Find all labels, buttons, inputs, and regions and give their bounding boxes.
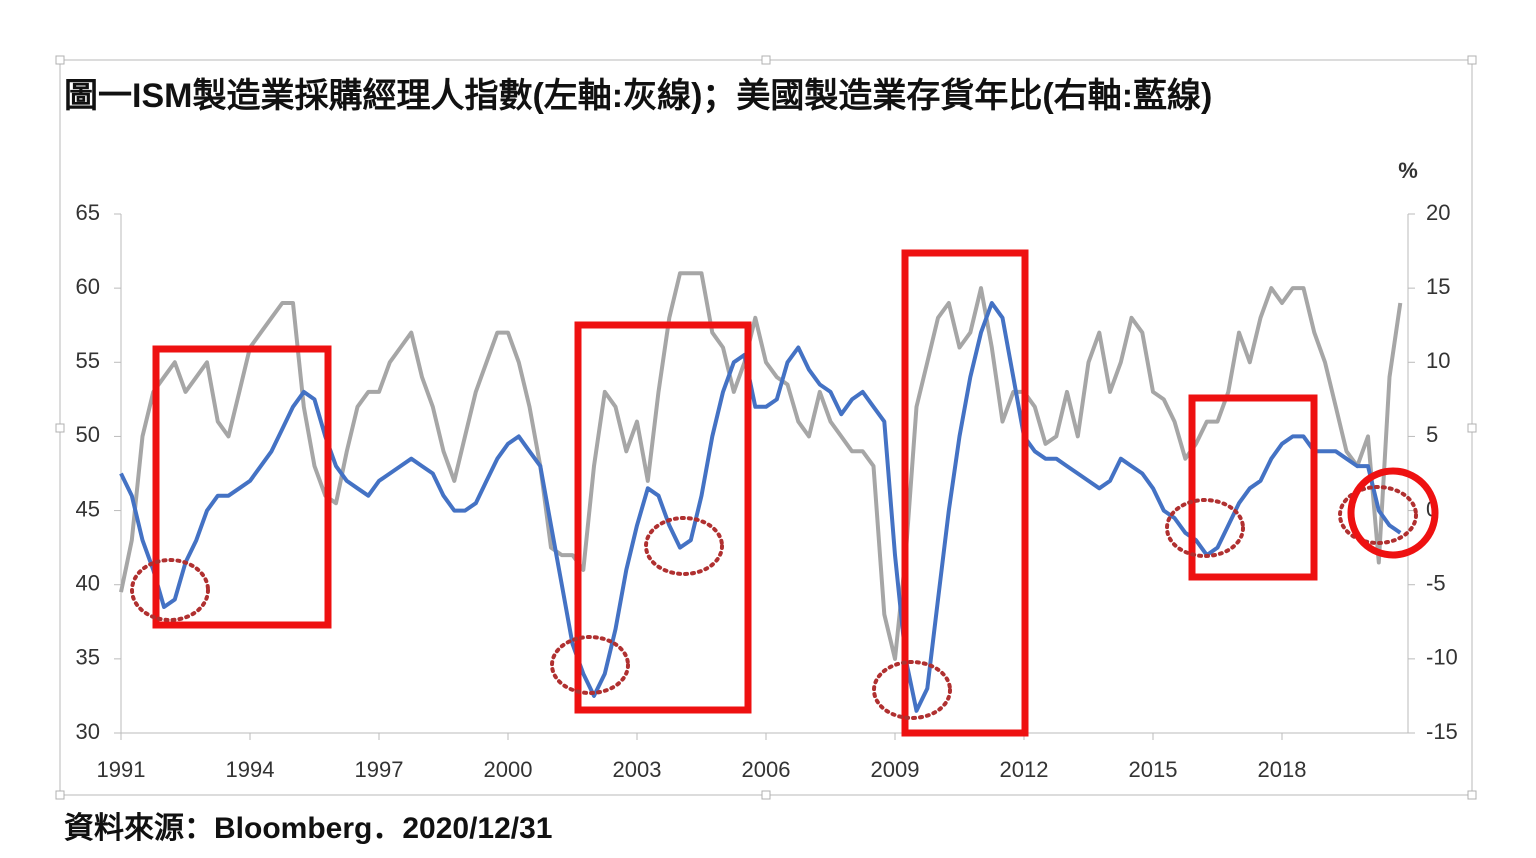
y2-tick-label: 5 <box>1426 422 1438 447</box>
x-tick-label: 2018 <box>1258 757 1307 782</box>
highlight-boxes <box>152 249 1318 737</box>
x-tick-label: 2000 <box>484 757 533 782</box>
y-tick-label: 50 <box>76 422 100 447</box>
y2-axis-label: % <box>1398 158 1418 183</box>
y2-tick-label: 20 <box>1426 200 1450 225</box>
series-line <box>119 301 1402 713</box>
x-tick-label: 2009 <box>871 757 920 782</box>
x-tick-label: 2006 <box>742 757 791 782</box>
y-tick-label: 60 <box>76 274 100 299</box>
x-tick-label: 1991 <box>97 757 146 782</box>
frame-handles <box>55 55 1477 800</box>
series-line <box>119 271 1403 661</box>
x-tick-label: 1994 <box>226 757 275 782</box>
current-marker <box>1347 467 1439 559</box>
y-tick-label: 35 <box>76 645 100 670</box>
y2-tick-label: -10 <box>1426 645 1458 670</box>
y-tick-label: 65 <box>76 200 100 225</box>
y-tick-label: 40 <box>76 571 100 596</box>
x-tick-label: 2003 <box>613 757 662 782</box>
x-tick-label: 2015 <box>1129 757 1178 782</box>
trough-markers <box>130 485 1418 720</box>
y2-tick-label: -5 <box>1426 571 1446 596</box>
x-tick-label: 1997 <box>355 757 404 782</box>
x-tick-label: 2012 <box>1000 757 1049 782</box>
chart-title: 圖一ISM製造業採購經理人指數(左軸:灰線)；美國製造業存貨年比(右軸:藍線) <box>64 77 1212 115</box>
source-note: 資料來源：Bloomberg．2020/12/31 <box>64 812 552 845</box>
y-tick-label: 55 <box>76 348 100 373</box>
y-tick-label: 30 <box>76 719 100 744</box>
y2-tick-label: 15 <box>1426 274 1450 299</box>
y2-tick-label: 10 <box>1426 348 1450 373</box>
y2-tick-label: -15 <box>1426 719 1458 744</box>
y-tick-label: 45 <box>76 496 100 521</box>
chart-frame <box>59 59 1473 796</box>
